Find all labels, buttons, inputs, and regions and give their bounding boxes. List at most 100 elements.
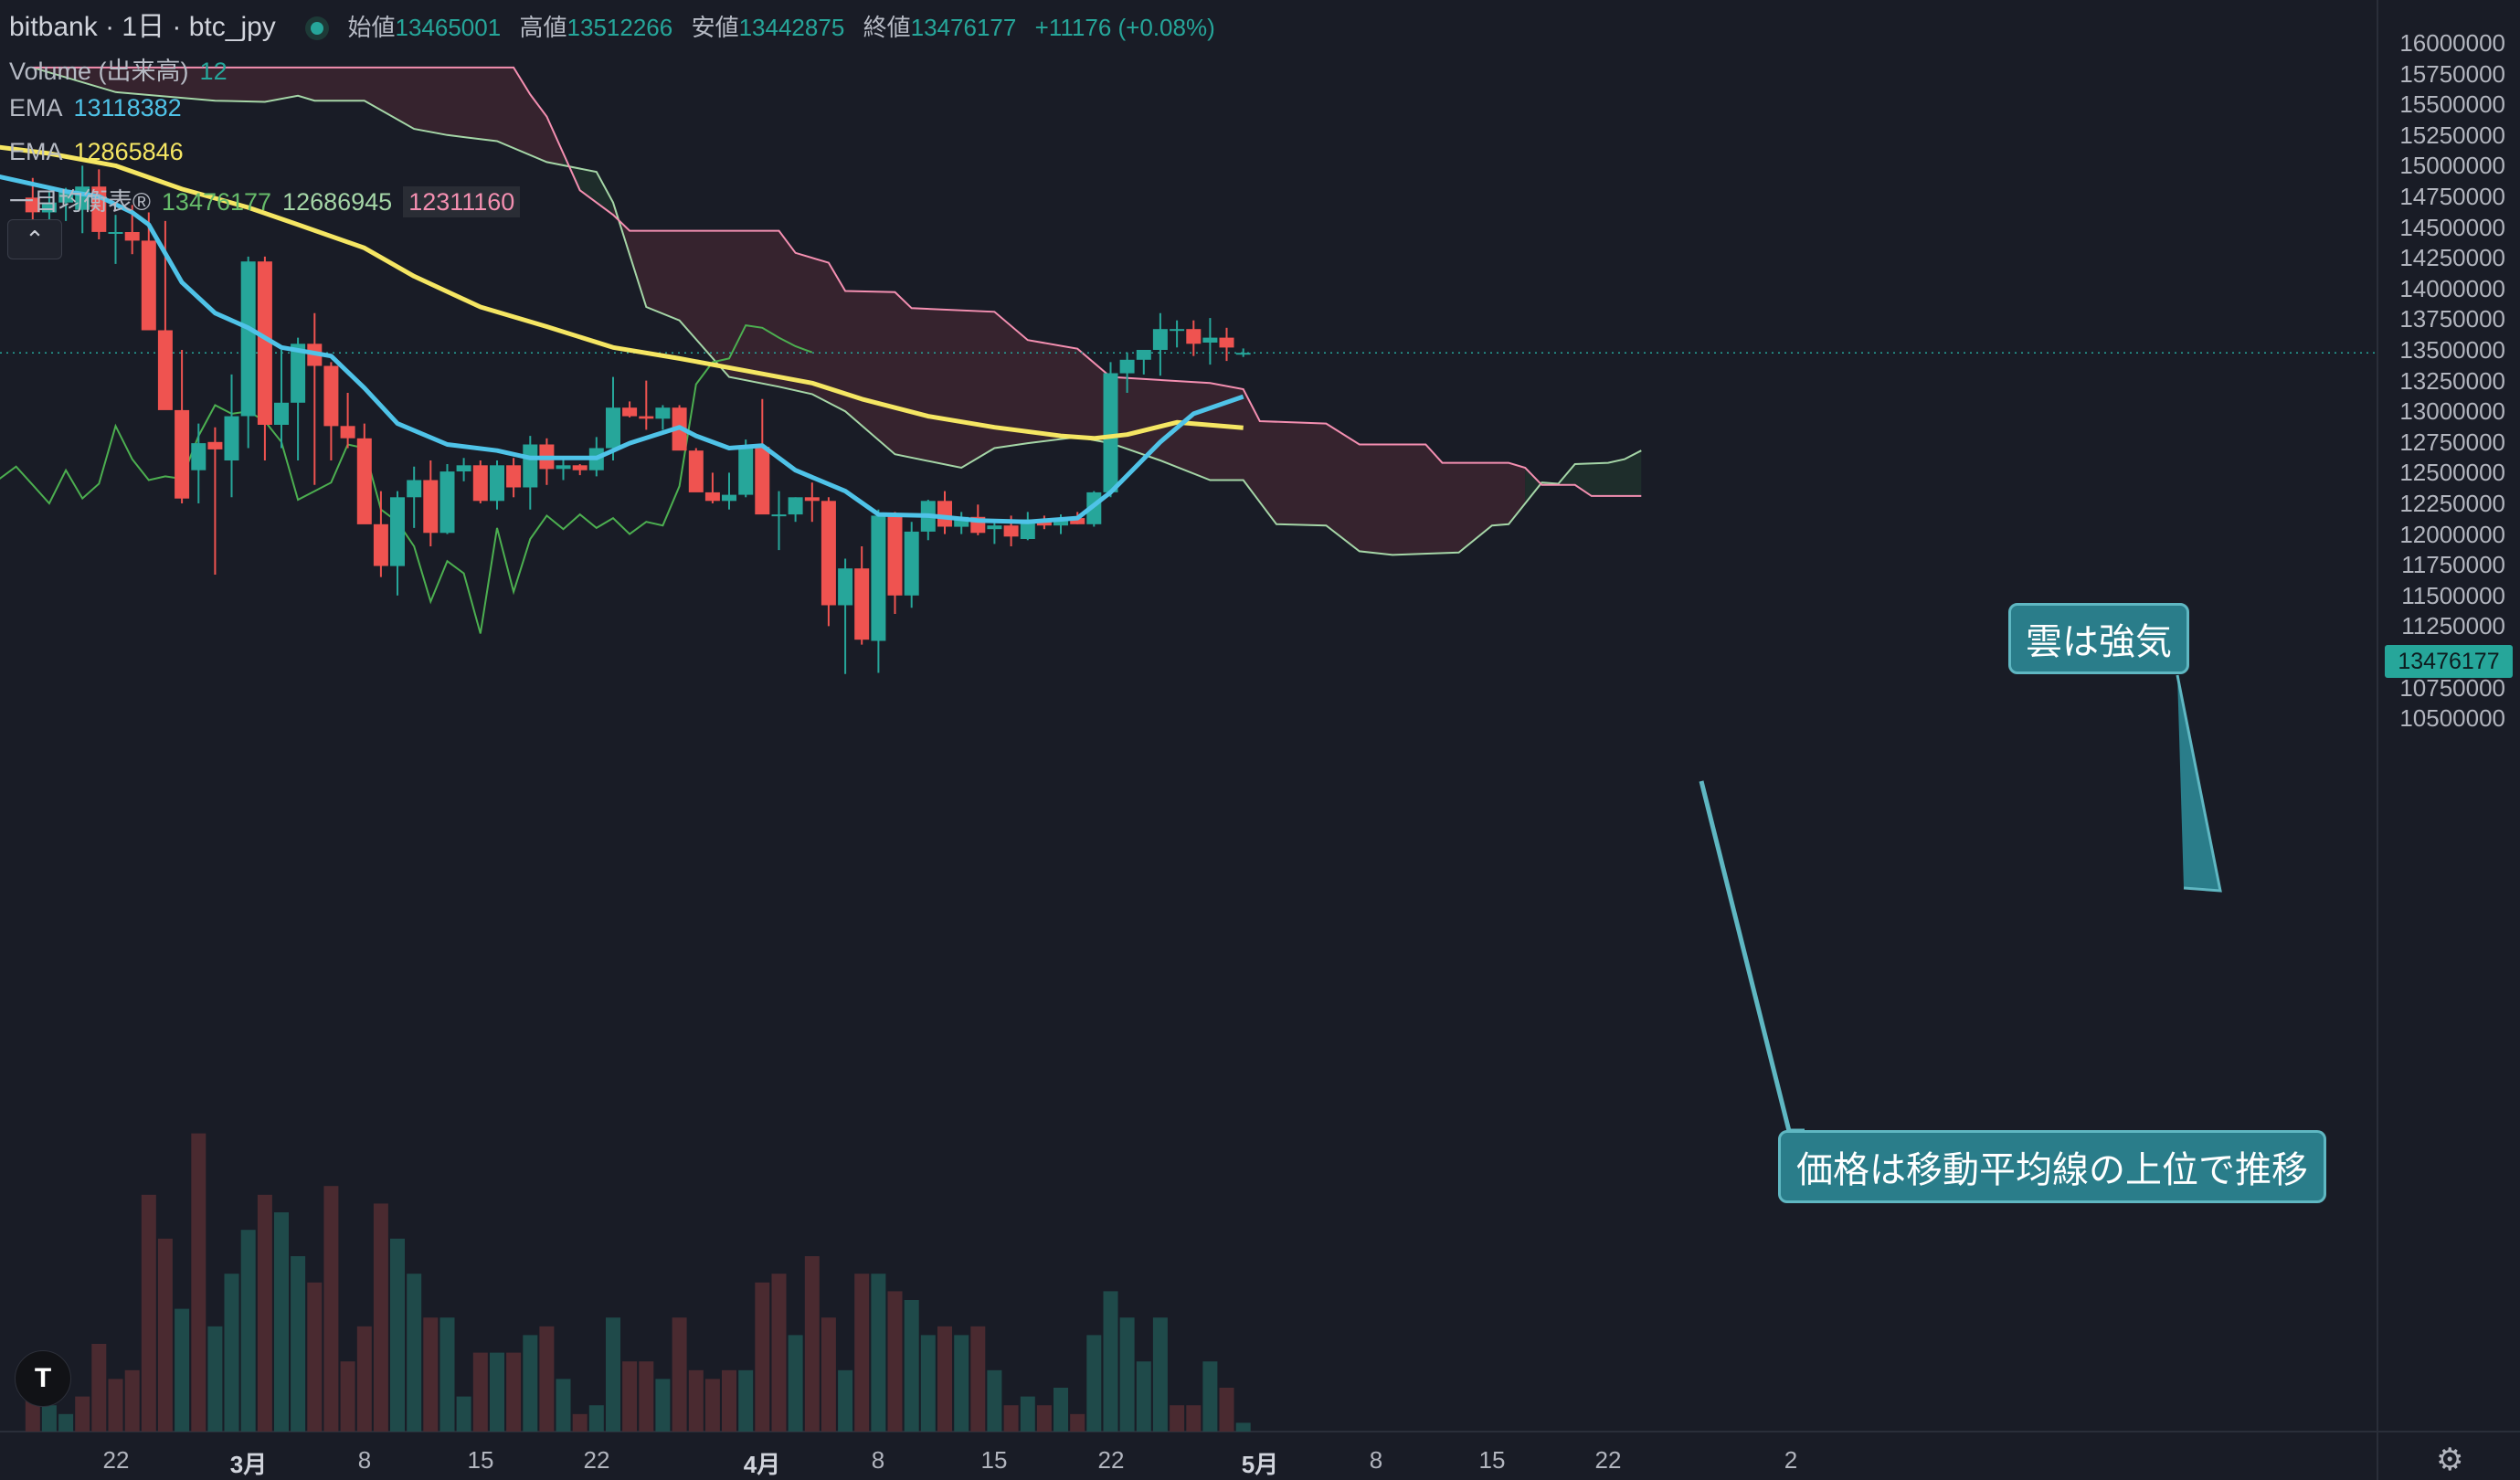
volume-label: Volume (出来高)	[9, 58, 189, 85]
candle-body	[1119, 359, 1135, 374]
volume-bar	[738, 1369, 754, 1432]
volume-bar	[340, 1361, 355, 1432]
volume-bar	[108, 1379, 123, 1432]
price-tick-label: 11250000	[2401, 612, 2505, 640]
candle-body	[340, 426, 355, 439]
callout-pointer-ma	[1699, 780, 1805, 1134]
candle-body	[1186, 329, 1202, 344]
candle-body	[1219, 337, 1234, 348]
volume-bar	[373, 1203, 388, 1432]
volume-bar	[871, 1274, 886, 1432]
candle-body	[291, 344, 306, 403]
volume-bar	[1119, 1317, 1135, 1432]
volume-bar	[954, 1335, 969, 1432]
volume-bar	[704, 1379, 720, 1432]
ema-slow-line	[0, 144, 1244, 441]
candle-body	[257, 261, 272, 425]
volume-bar	[124, 1369, 140, 1432]
price-tick-label: 15750000	[2399, 60, 2505, 88]
candle-body	[1020, 519, 1035, 539]
candle-body	[1202, 337, 1218, 343]
volume-bar	[523, 1335, 538, 1432]
volume-bar	[755, 1282, 770, 1432]
open-value: 13465001	[395, 14, 502, 41]
volume-bar	[1170, 1405, 1185, 1432]
candle-body	[390, 497, 405, 566]
ichimoku-cloud-bearish	[613, 202, 1526, 555]
high-value: 13512266	[566, 14, 673, 41]
candle-body	[25, 197, 40, 213]
symbol-title[interactable]: bitbank · 1日 · btc_jpy	[9, 12, 276, 42]
candle-body	[722, 494, 736, 502]
volume-bar	[157, 1238, 173, 1432]
candle-body	[373, 523, 388, 566]
chart-header: bitbank · 1日 · btc_jpy 始値13465001 高値1351…	[9, 4, 1226, 44]
volume-bar	[606, 1317, 620, 1432]
candle-body	[1170, 329, 1185, 332]
candle-body	[1235, 353, 1251, 355]
price-tick-label: 14000000	[2399, 275, 2505, 302]
close-value: 13476177	[910, 14, 1017, 41]
candle-body	[207, 441, 223, 449]
time-tick-label: 3月	[229, 1451, 268, 1478]
ichimoku-label: 一目均衡表®	[9, 188, 151, 216]
volume-bar	[821, 1317, 836, 1432]
volume-bar	[1020, 1396, 1035, 1432]
volume-legend[interactable]: Volume (出来高) 12	[9, 51, 238, 87]
callout-price-above-ma[interactable]: 価格は移動平均線の上位で推移	[1778, 1130, 2326, 1203]
volume-bar	[688, 1369, 704, 1432]
volume-bar	[1186, 1405, 1202, 1432]
candle-body	[274, 402, 289, 425]
time-tick-label: 15	[467, 1446, 494, 1474]
ema-fast-legend[interactable]: EMA 13118382	[9, 94, 193, 122]
volume-bar	[207, 1326, 223, 1432]
ichimoku-value-c: 12311160	[403, 186, 521, 217]
volume-bar	[788, 1335, 803, 1432]
volume-value: 12	[199, 58, 228, 85]
price-tick-label: 13250000	[2399, 367, 2505, 395]
ema-slow-legend[interactable]: EMA 12865846	[9, 138, 195, 166]
volume-bar	[75, 1396, 90, 1432]
volume-bar	[58, 1413, 74, 1432]
callout-cloud-bullish[interactable]: 雲は強気	[2008, 603, 2189, 674]
market-status-dot	[311, 22, 324, 36]
candle-body	[124, 232, 140, 241]
ichimoku-span-b-line	[32, 66, 1642, 497]
volume-bar	[291, 1256, 306, 1432]
volume-bar	[1036, 1405, 1052, 1432]
candle-body	[688, 450, 704, 492]
candle-body	[1103, 373, 1118, 492]
candle-body	[240, 261, 256, 417]
volume-bar	[1235, 1422, 1251, 1432]
volume-bar	[572, 1413, 588, 1432]
collapse-legend-button[interactable]: ⌃	[7, 219, 62, 259]
ichimoku-legend[interactable]: 一目均衡表® 13476177 12686945 12311160	[9, 182, 531, 217]
candle-body	[191, 443, 206, 470]
time-tick-label: 5月	[1241, 1451, 1279, 1478]
volume-bar	[1202, 1361, 1218, 1432]
price-tick-label: 13000000	[2399, 397, 2505, 425]
candle-body	[854, 568, 870, 640]
settings-gear-icon[interactable]: ⚙	[2436, 1443, 2464, 1477]
candle-body	[954, 516, 969, 527]
volume-bar	[257, 1194, 272, 1432]
time-tick-label: 8	[871, 1446, 885, 1474]
candle-body	[655, 407, 671, 419]
volume-bar	[224, 1274, 239, 1432]
price-tick-label: 12000000	[2399, 521, 2505, 548]
candle-body	[523, 444, 538, 488]
volume-bar	[920, 1335, 936, 1432]
ema-slow-value: 12865846	[73, 138, 184, 165]
volume-bar	[1003, 1405, 1019, 1432]
candle-body	[506, 465, 522, 488]
ichimoku-lagging-line	[0, 324, 813, 634]
time-tick-label: 2	[1784, 1446, 1798, 1474]
candle-body	[1054, 518, 1068, 526]
candle-body	[771, 514, 787, 517]
candle-body	[423, 480, 439, 534]
tradingview-logo[interactable]: T	[15, 1350, 71, 1407]
volume-bar	[1219, 1388, 1234, 1432]
candle-body	[572, 465, 588, 470]
ichimoku-span-a-line	[32, 66, 1642, 556]
